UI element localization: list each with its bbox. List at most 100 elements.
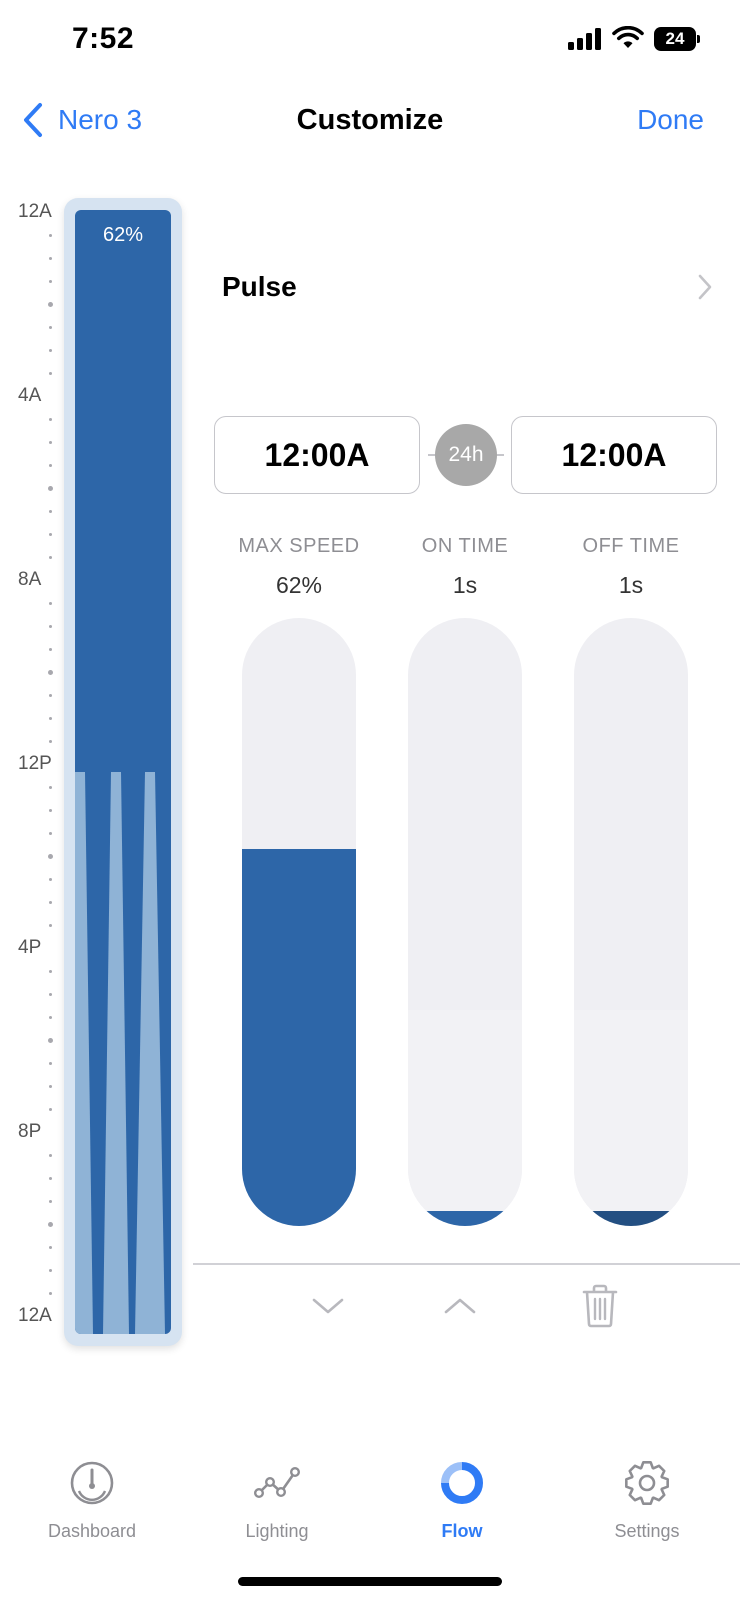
timeline-tick: [49, 694, 52, 697]
flow-timeline-bar: 62%: [75, 210, 171, 1334]
timeline-tick: [48, 1222, 53, 1227]
timeline-tick: [49, 280, 52, 283]
max-speed-slider[interactable]: [242, 618, 356, 1226]
flow-timeline[interactable]: 62%: [64, 198, 182, 1346]
done-button[interactable]: Done: [637, 104, 704, 135]
timeline-tick: [49, 1246, 52, 1249]
max-speed-fill: [242, 849, 356, 1226]
timeline-tick: [49, 418, 52, 421]
timeline-tick: [49, 1154, 52, 1157]
max-speed-label: MAX SPEED: [238, 535, 360, 557]
max-speed-value: 62%: [275, 572, 323, 598]
off-time-value: 1s: [618, 572, 644, 598]
tab-lighting[interactable]: Lighting: [187, 1460, 367, 1542]
off-time-label: OFF TIME: [582, 535, 680, 557]
dashboard-icon: [70, 1461, 114, 1505]
timeline-tick: [49, 901, 52, 904]
tab-settings[interactable]: Settings: [557, 1460, 737, 1542]
timeline-tick: [49, 1177, 52, 1180]
off-time-slider[interactable]: [574, 618, 688, 1226]
timeline-tick: [49, 1269, 52, 1272]
timeline-tick: [49, 349, 52, 352]
timeline-tick: [48, 670, 53, 675]
timeline-label: 8P: [18, 1121, 42, 1142]
off-time-fill: [574, 1210, 688, 1226]
back-label: Nero 3: [58, 104, 143, 135]
wifi-icon: [612, 26, 644, 48]
timeline-tick: [49, 924, 52, 927]
timeline-label: 8A: [18, 569, 42, 590]
end-time-button[interactable]: 12:00A: [511, 416, 717, 494]
on-time-label: ON TIME: [421, 535, 509, 557]
mode-selector[interactable]: Pulse: [222, 262, 712, 312]
timeline-tick: [49, 602, 52, 605]
pulse-wave: [103, 772, 129, 1334]
timeline-label: 4P: [18, 937, 42, 958]
timeline-label: 4A: [18, 385, 42, 406]
tab-label: Dashboard: [47, 1521, 137, 1541]
chevron-down-icon: [312, 1298, 344, 1314]
timeline-tick: [49, 1108, 52, 1111]
gear-icon: [625, 1461, 669, 1505]
lighting-icon: [254, 1466, 301, 1499]
timeline-tick: [49, 510, 52, 513]
timeline-tick: [49, 372, 52, 375]
trash-icon: [582, 1284, 618, 1328]
status-time: 7:52: [72, 22, 135, 55]
timeline-tick: [49, 809, 52, 812]
on-time-slider[interactable]: [408, 618, 522, 1226]
timeline-tick: [48, 486, 53, 491]
page-title: Customize: [296, 104, 444, 136]
pulse-wave: [135, 772, 165, 1334]
timeline-tick: [49, 970, 52, 973]
timeline-tick: [49, 625, 52, 628]
timeline-tick: [49, 1292, 52, 1295]
timeline-tick: [49, 740, 52, 743]
range-badge[interactable]: 24h: [435, 424, 497, 486]
chevron-up-icon: [444, 1298, 476, 1314]
tab-label: Lighting: [245, 1521, 309, 1541]
tab-flow[interactable]: Flow: [372, 1460, 552, 1542]
timeline-tick: [48, 302, 53, 307]
back-button[interactable]: Nero 3: [22, 100, 142, 140]
timeline-tick: [49, 993, 52, 996]
timeline-tick: [49, 257, 52, 260]
timeline-label: 12A: [18, 201, 52, 222]
flow-icon: [441, 1462, 483, 1504]
tab-label: Flow: [441, 1521, 483, 1541]
timeline-tick: [49, 648, 52, 651]
timeline-tick: [49, 1062, 52, 1065]
timeline-tick: [49, 533, 52, 536]
timeline-percent: 62%: [102, 224, 144, 246]
battery-icon: 24: [654, 27, 700, 51]
home-indicator: [238, 1577, 502, 1586]
battery-level: 24: [654, 27, 696, 51]
timeline-tick: [49, 441, 52, 444]
start-time-button[interactable]: 12:00A: [214, 416, 420, 494]
timeline-tick: [48, 1038, 53, 1043]
delete-button[interactable]: [578, 1282, 622, 1330]
timeline-tick: [49, 556, 52, 559]
chevron-left-icon: [24, 103, 42, 137]
timeline-tick: [49, 1085, 52, 1088]
divider: [193, 1263, 740, 1265]
move-down-button[interactable]: [306, 1282, 350, 1330]
timeline-tick: [49, 234, 52, 237]
timeline-tick: [49, 832, 52, 835]
tab-label: Settings: [614, 1521, 680, 1541]
timeline-label: 12P: [18, 753, 52, 774]
mode-name: Pulse: [222, 271, 297, 302]
timeline-axis: 12A 4A 8A 12P 4P 8P 12A: [0, 196, 60, 1336]
status-bar: 7:52 24: [0, 0, 740, 80]
tab-dashboard[interactable]: Dashboard: [2, 1460, 182, 1542]
on-time-fill: [408, 1210, 522, 1226]
timeline-tick: [49, 786, 52, 789]
cellular-signal-icon: [568, 28, 604, 50]
timeline-tick: [49, 326, 52, 329]
move-up-button[interactable]: [438, 1282, 482, 1330]
timeline-label: 12A: [18, 1305, 52, 1326]
on-time-value: 1s: [452, 572, 478, 598]
pulse-pattern: [75, 772, 165, 1334]
chevron-right-icon: [698, 274, 712, 300]
timeline-tick: [48, 854, 53, 859]
